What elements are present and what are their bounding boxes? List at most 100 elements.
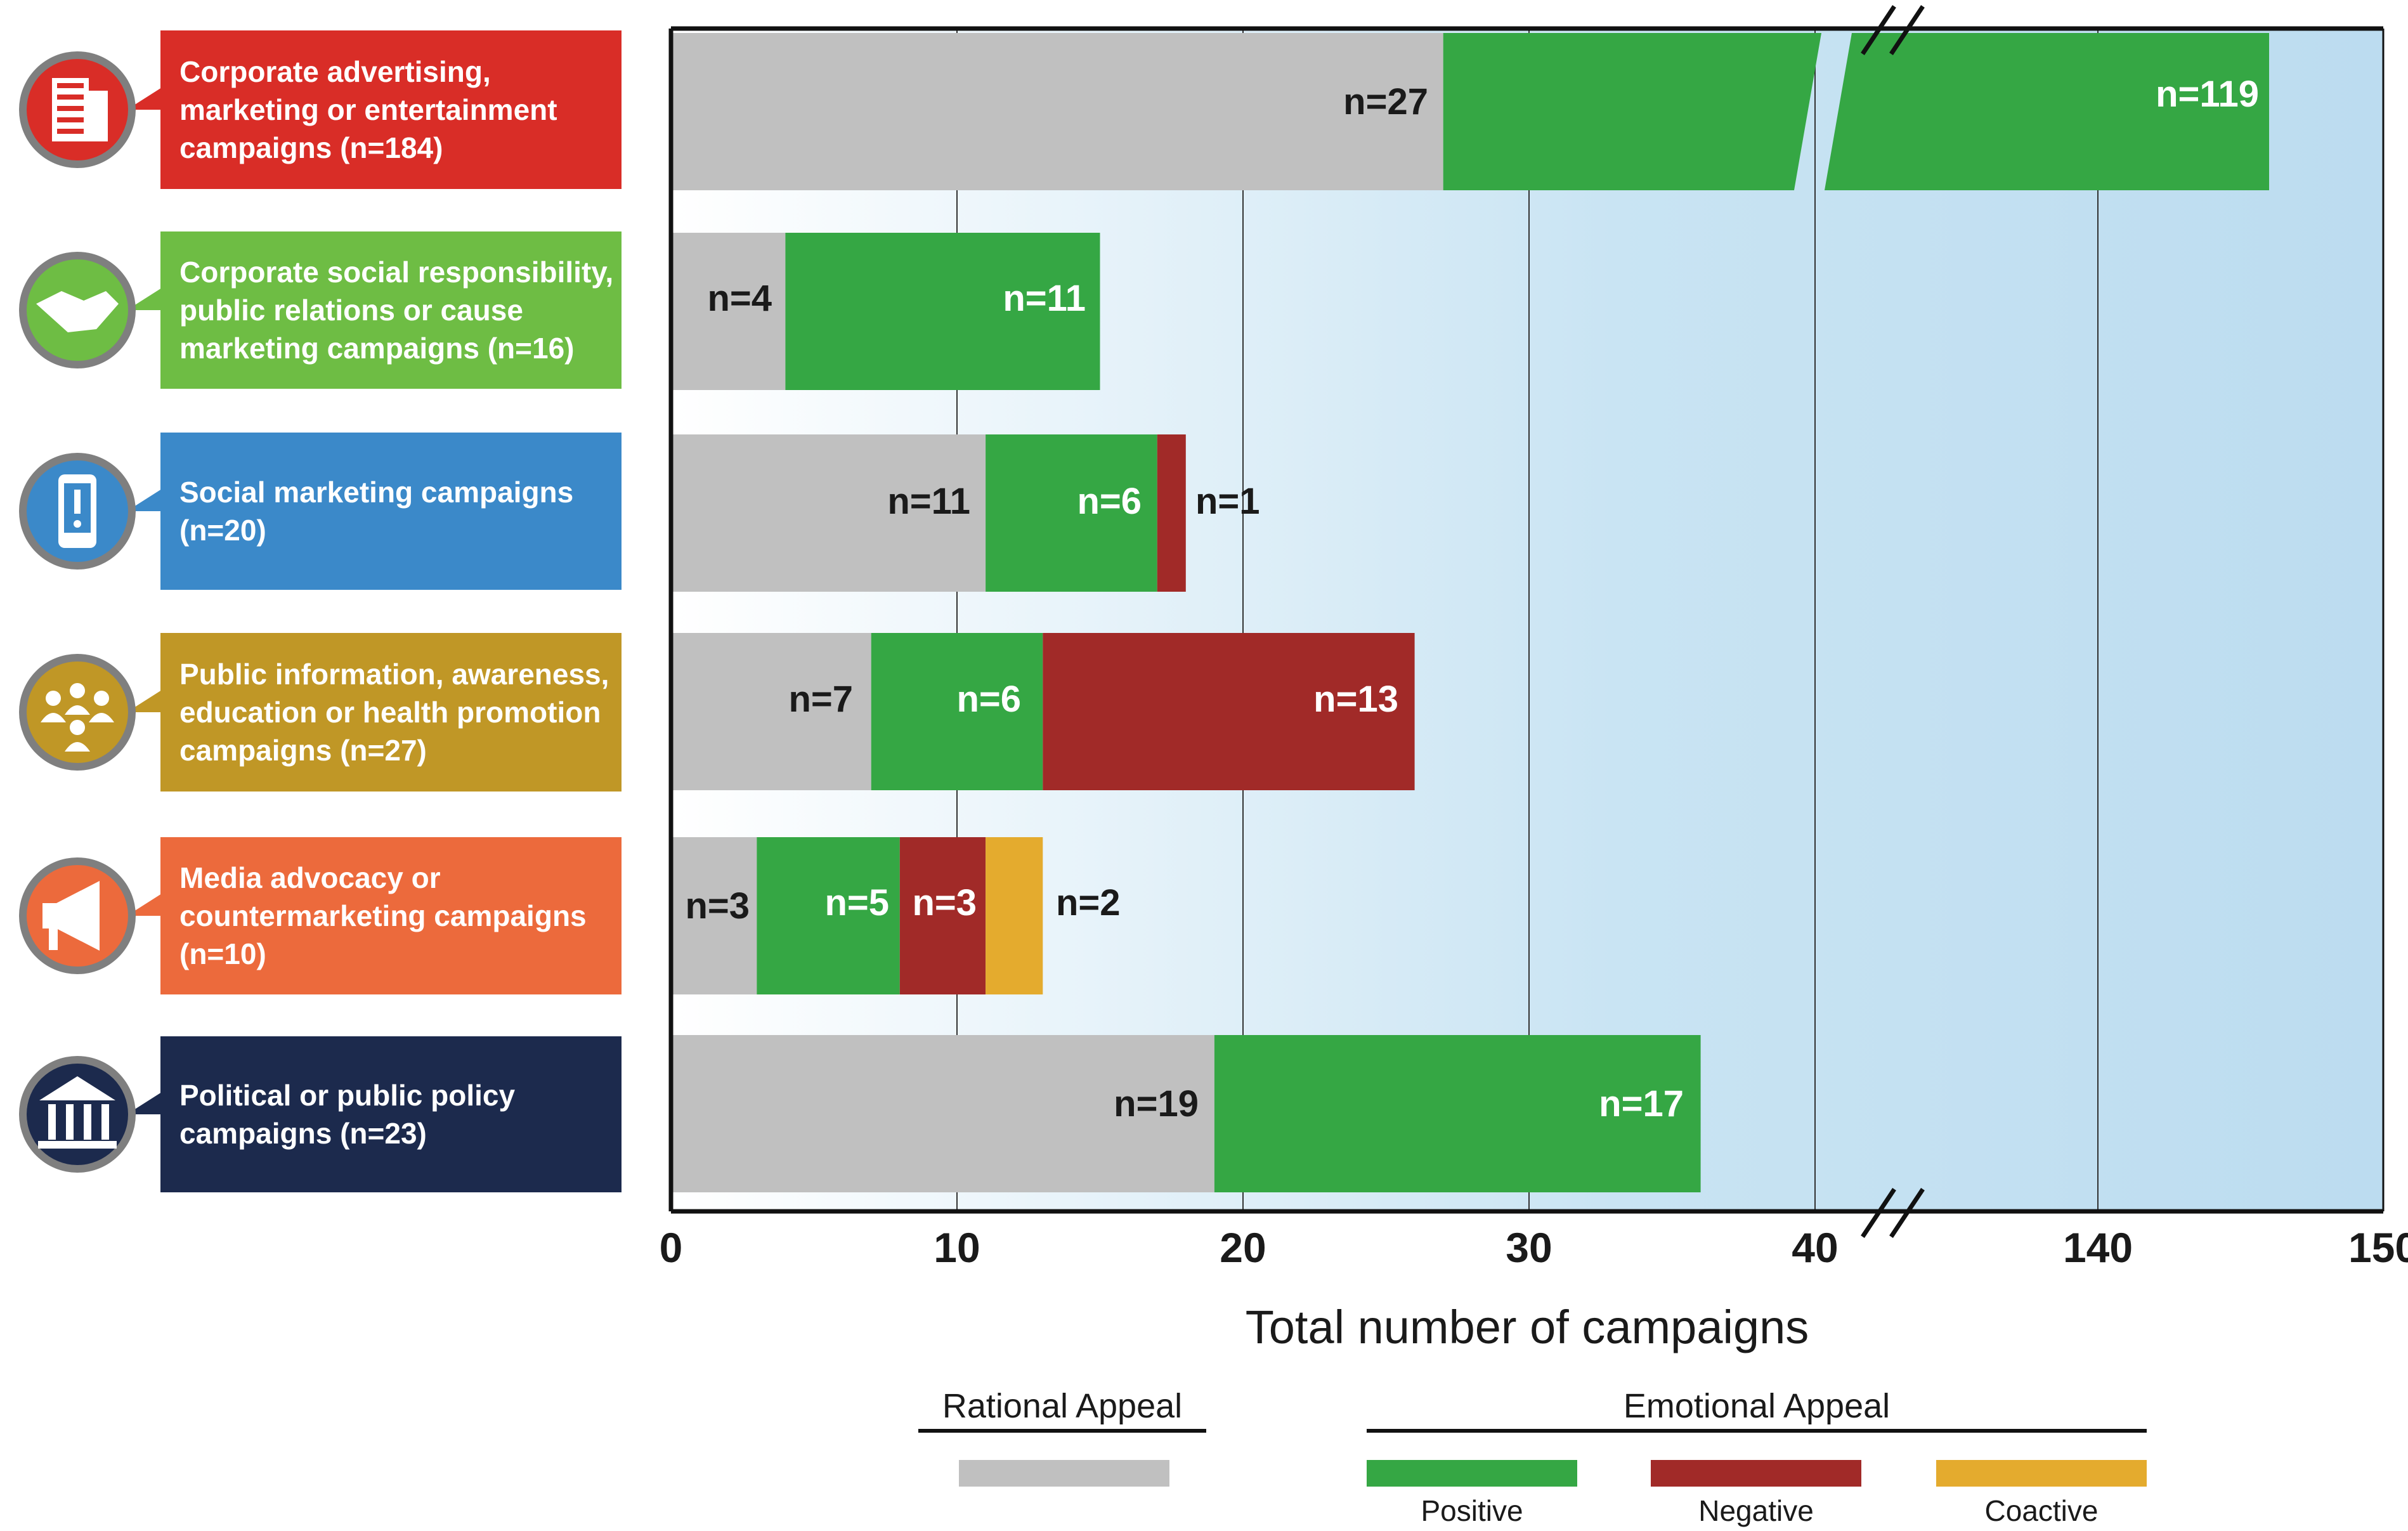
column bbox=[101, 1104, 109, 1140]
x-tick-label: 20 bbox=[1220, 1224, 1266, 1271]
person-body bbox=[65, 705, 90, 715]
legend-swatch bbox=[1936, 1460, 2147, 1487]
x-axis-title: Total number of campaigns bbox=[1246, 1301, 1809, 1353]
base bbox=[38, 1141, 117, 1149]
handshake-shape bbox=[36, 291, 119, 332]
category-label: marketing or entertainment bbox=[179, 93, 557, 126]
axis-break-mark bbox=[1889, 5, 1925, 55]
bar-negative bbox=[899, 837, 986, 994]
bar-value-label: n=13 bbox=[1313, 679, 1398, 720]
bar-coactive bbox=[986, 837, 1043, 994]
building-icon bbox=[52, 78, 108, 141]
category-label: Corporate social responsibility, bbox=[179, 256, 613, 289]
category-box bbox=[160, 231, 622, 389]
person-head bbox=[94, 691, 109, 706]
person-head bbox=[46, 691, 61, 706]
x-tick-label: 40 bbox=[1792, 1224, 1838, 1271]
bar-positive bbox=[785, 233, 1100, 390]
bar-rational-appeal bbox=[671, 1035, 1214, 1192]
building-window bbox=[57, 129, 84, 134]
bar-negative bbox=[1043, 633, 1415, 790]
category-label: (n=20) bbox=[179, 514, 266, 547]
category-label: Corporate advertising, bbox=[179, 55, 491, 88]
bar-value-label: n=4 bbox=[707, 278, 772, 319]
bar-value-label: n=6 bbox=[1077, 481, 1142, 522]
plot-background bbox=[671, 29, 2383, 1211]
legend-group-title: Emotional Appeal bbox=[1624, 1387, 1890, 1425]
bar-rational-appeal bbox=[671, 33, 1443, 190]
person-head bbox=[70, 720, 85, 735]
legend-label: Negative bbox=[1698, 1494, 1814, 1527]
category-label: Public information, awareness, bbox=[179, 658, 609, 691]
building-wing bbox=[89, 91, 108, 141]
category-label: marketing campaigns (n=16) bbox=[179, 332, 574, 365]
bar-rational-appeal bbox=[671, 837, 757, 994]
bar-rational-appeal bbox=[671, 233, 786, 390]
bar-positive bbox=[1214, 1035, 1701, 1192]
legend-label: Coactive bbox=[1985, 1494, 2099, 1527]
category-label: Media advocacy or bbox=[179, 861, 441, 894]
bar-value-label: n=6 bbox=[956, 679, 1021, 720]
category-pointer bbox=[127, 88, 162, 110]
person-body bbox=[41, 713, 66, 722]
category-pointer bbox=[127, 1092, 162, 1114]
category-pointer bbox=[127, 489, 162, 511]
bar-rational-appeal bbox=[671, 434, 986, 592]
bar-positive bbox=[986, 434, 1157, 592]
bar-value-label: n=2 bbox=[1056, 882, 1121, 923]
category-label: education or health promotion bbox=[179, 696, 601, 729]
megaphone-icon bbox=[42, 881, 100, 951]
government-building-icon bbox=[38, 1076, 117, 1149]
x-tick-label: 30 bbox=[1506, 1224, 1552, 1271]
category-pointer bbox=[127, 690, 162, 712]
bar-value-label: n=3 bbox=[912, 882, 977, 923]
axis-break-mark bbox=[1861, 1188, 1896, 1238]
bar-value-label: n=11 bbox=[887, 481, 970, 522]
bar-rational-appeal bbox=[671, 633, 871, 790]
axis-break-mark bbox=[1889, 1188, 1925, 1238]
category-label: campaigns (n=27) bbox=[179, 734, 427, 767]
category-label: countermarketing campaigns bbox=[179, 899, 587, 932]
column bbox=[66, 1104, 74, 1140]
bar-positive bbox=[757, 837, 900, 994]
person-body bbox=[65, 742, 90, 752]
bar-value-label: n=119 bbox=[2156, 74, 2259, 115]
bar-value-label: n=3 bbox=[685, 885, 750, 927]
category-label: campaigns (n=23) bbox=[179, 1117, 427, 1150]
x-tick-label: 10 bbox=[934, 1224, 980, 1271]
building-window bbox=[57, 106, 84, 111]
column bbox=[48, 1104, 56, 1140]
person-body bbox=[89, 713, 114, 722]
bar-negative bbox=[1157, 434, 1186, 592]
legend-group-title: Rational Appeal bbox=[942, 1387, 1182, 1425]
category-label: public relations or cause bbox=[179, 294, 523, 327]
legend-swatch bbox=[1651, 1460, 1861, 1487]
axis-break-mark bbox=[1861, 5, 1896, 55]
roof bbox=[39, 1076, 115, 1100]
category-box bbox=[160, 837, 622, 994]
x-tick-label: 150 bbox=[2348, 1224, 2408, 1271]
bar-positive bbox=[1443, 33, 1821, 190]
category-box bbox=[160, 633, 622, 792]
bar-positive bbox=[871, 633, 1043, 790]
building-window bbox=[57, 117, 84, 122]
building-window bbox=[57, 83, 84, 88]
x-tick-label: 0 bbox=[660, 1224, 683, 1271]
megaphone-grip bbox=[49, 928, 58, 950]
bar-value-label: n=7 bbox=[788, 679, 853, 720]
category-label: Political or public policy bbox=[179, 1079, 516, 1112]
bar-value-label: n=27 bbox=[1343, 81, 1428, 122]
bar-value-label: n=5 bbox=[824, 882, 889, 923]
people-group-icon bbox=[41, 683, 114, 752]
x-tick-label: 140 bbox=[2063, 1224, 2133, 1271]
person-head bbox=[70, 683, 85, 698]
category-box bbox=[160, 433, 622, 590]
category-box bbox=[160, 30, 622, 189]
smartphone-alert-icon bbox=[58, 474, 96, 548]
category-label: campaigns (n=184) bbox=[179, 131, 443, 164]
bar-value-label: n=1 bbox=[1195, 481, 1260, 522]
bar-value-label: n=11 bbox=[1003, 278, 1086, 319]
category-label: Social marketing campaigns bbox=[179, 476, 573, 509]
category-box bbox=[160, 1036, 622, 1192]
